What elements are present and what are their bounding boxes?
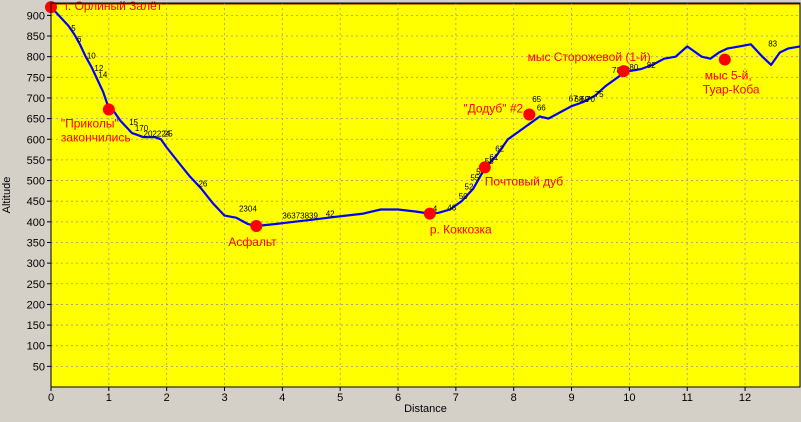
y-tick-label: 50 <box>33 361 45 373</box>
km-marker-label: 2304 <box>239 205 257 214</box>
x-tick-label: 6 <box>395 392 401 404</box>
km-marker-label: 202224 <box>144 129 171 138</box>
y-tick-label: 750 <box>27 72 45 84</box>
x-tick-label: 0 <box>48 392 54 404</box>
km-marker-label: 14 <box>98 70 107 79</box>
annotation-marker <box>250 219 263 232</box>
annotation-label-line2: Туар-Коба <box>703 83 760 97</box>
annotation-marker <box>617 65 630 78</box>
km-marker-label: 170 <box>135 124 149 133</box>
km-marker-label: 42 <box>326 209 335 218</box>
x-tick-label: 7 <box>453 392 459 404</box>
x-tick-label: 11 <box>682 392 693 404</box>
y-axis-title: Altitude <box>1 177 13 214</box>
km-marker-label: 69 <box>580 95 589 104</box>
y-tick-label: 150 <box>27 320 45 332</box>
km-marker-label: 78 <box>612 66 621 75</box>
x-tick-label: 4 <box>279 392 285 404</box>
km-marker-label: 12 <box>94 64 103 73</box>
km-marker-label: 52 <box>465 183 474 192</box>
km-marker-label: 50 <box>459 192 468 201</box>
y-tick-label: 900 <box>27 10 45 22</box>
km-marker-label: 25 <box>164 129 173 138</box>
annotation-marker <box>523 108 536 121</box>
y-tick-label: 650 <box>27 114 45 126</box>
km-marker-label: 67 <box>569 94 578 103</box>
km-marker-label: 36373839 <box>282 212 318 221</box>
grid <box>51 3 800 387</box>
km-marker-label: 57 <box>476 167 485 176</box>
y-tick-label: 550 <box>27 155 45 167</box>
annotation-label: Асфальт <box>228 235 277 249</box>
y-tick-label: 600 <box>27 134 45 146</box>
annotation-label: мыс Сторожевой (1-й) <box>528 50 651 64</box>
y-tick-label: 850 <box>27 31 45 43</box>
annotation-label: Почтовый дуб <box>485 174 563 188</box>
annotation-label-line2: закончились <box>61 131 131 145</box>
km-marker-label: 62 <box>495 145 504 154</box>
y-tick-label: 400 <box>27 217 45 229</box>
annotation-label: "Приколы" <box>61 117 119 131</box>
x-axis-title: Distance <box>404 403 447 415</box>
km-marker-label: 65 <box>532 95 541 104</box>
km-marker-label: 80 <box>629 63 638 72</box>
y-tick-label: 300 <box>27 258 45 270</box>
plot-area <box>51 3 800 387</box>
y-tick-label: 450 <box>27 196 45 208</box>
annotation-label: "Додуб" #2 <box>463 101 523 115</box>
km-marker-label: 4 <box>433 205 438 214</box>
km-marker-label: 26 <box>198 180 207 189</box>
km-marker-label: 83 <box>768 39 777 48</box>
x-tick-label: 12 <box>739 392 751 404</box>
annotation-marker <box>423 207 436 220</box>
x-tick-label: 5 <box>337 392 343 404</box>
x-tick-label: 8 <box>511 392 517 404</box>
x-tick-label: 2 <box>164 392 170 404</box>
km-marker-label: 15 <box>129 118 138 127</box>
y-tick-label: 700 <box>27 93 45 105</box>
annotation-label: р. Коккозка <box>430 223 492 237</box>
km-marker-label: 82 <box>647 61 656 70</box>
y-tick-label: 800 <box>27 52 45 64</box>
plot-frame <box>50 2 801 388</box>
y-tick-label: 250 <box>27 279 45 291</box>
altitude-series-line <box>50 6 801 228</box>
x-tick-label: 3 <box>221 392 227 404</box>
km-marker-label: 5 <box>71 24 76 33</box>
km-marker-label: 58 <box>485 157 494 166</box>
x-tick-label: 10 <box>623 392 635 404</box>
y-tick-label: 100 <box>27 341 45 353</box>
y-tick-label: 500 <box>27 176 45 188</box>
y-axis-ticks: 50 100 150 200 250 300 350 400 450 500 550 600 650 70… <box>27 10 51 373</box>
annotation-marker <box>478 161 491 174</box>
annotation-marker <box>718 53 731 66</box>
annotation-label: мыс 5-й, <box>705 69 752 83</box>
km-marker-label: 70 <box>586 95 595 104</box>
km-marker-label: 61 <box>489 153 498 162</box>
annotation-label: г. Орлиный Залёт <box>65 0 163 13</box>
x-tick-label: 1 <box>106 392 112 404</box>
km-marker-label: 46 <box>447 203 456 212</box>
annotation-marker <box>102 103 115 116</box>
km-marker-label: 6 <box>77 35 82 44</box>
km-marker-label: 10 <box>87 52 96 61</box>
x-tick-label: 9 <box>568 392 574 404</box>
y-tick-label: 350 <box>27 237 45 249</box>
km-marker-label: 75 <box>595 90 604 99</box>
y-tick-label: 200 <box>27 299 45 311</box>
km-marker-label: 68 <box>574 95 583 104</box>
x-axis-ticks: 0 1 2 3 4 5 6 7 8 9 10 11 12 <box>48 387 751 404</box>
km-marker-label: 66 <box>537 103 546 112</box>
km-marker-label: 55 <box>470 174 479 183</box>
